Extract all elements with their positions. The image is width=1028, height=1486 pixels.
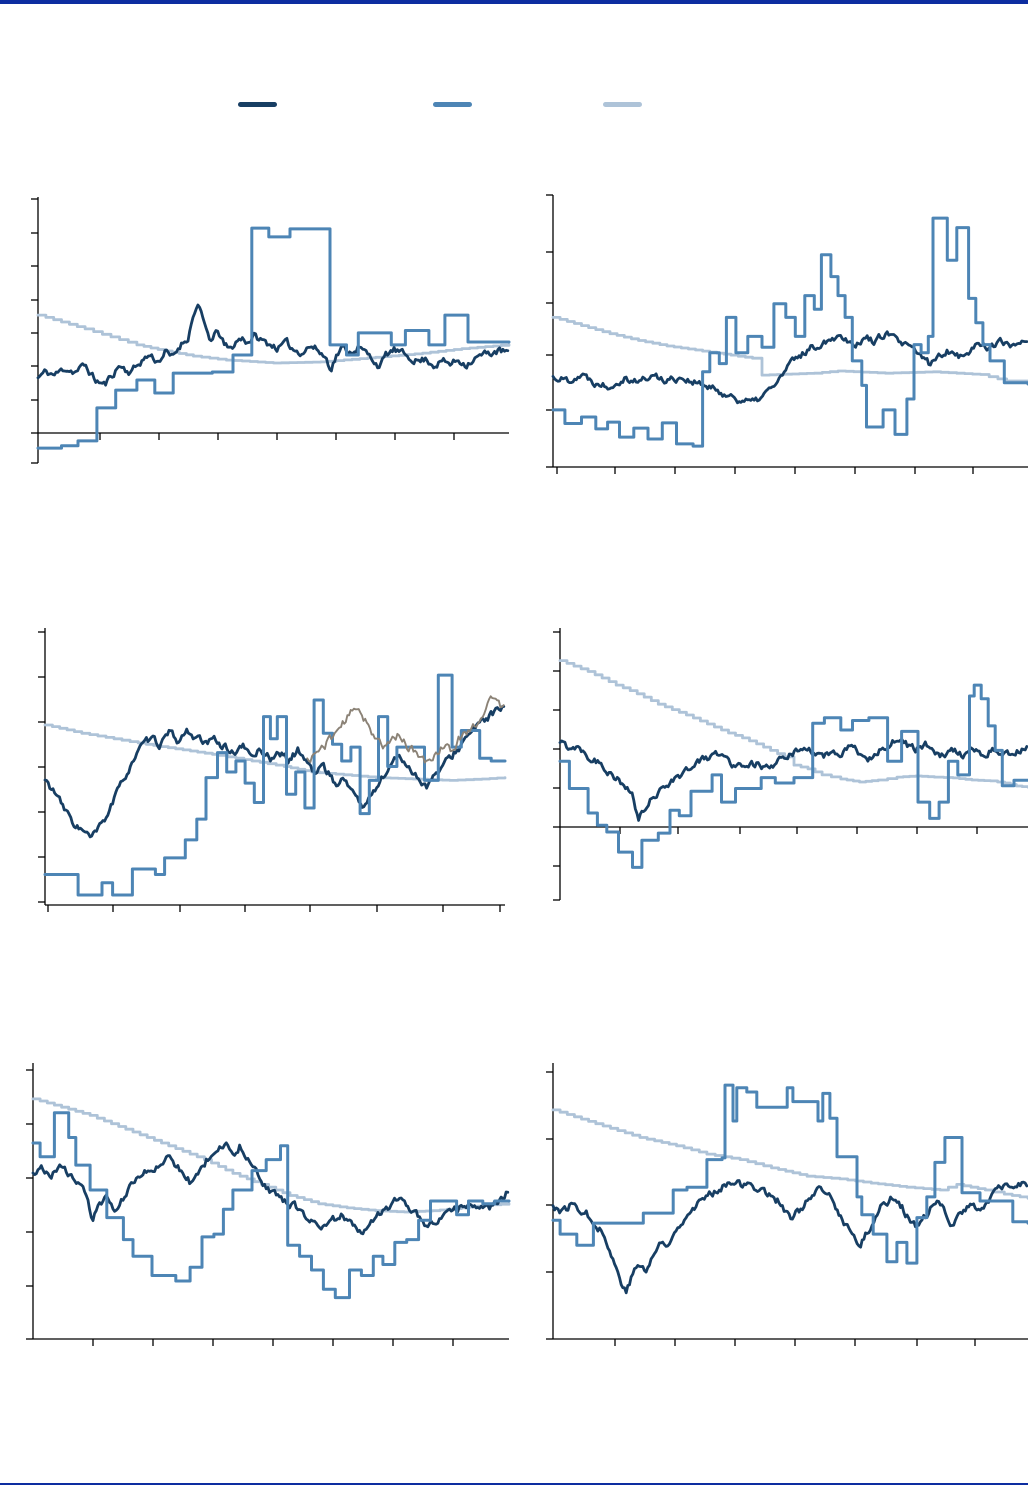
chart-legend [0,96,1028,112]
top-accent-bar [0,0,1028,4]
chart-bottom-right [546,1063,1028,1346]
series-medium-step-mid-right [558,683,1028,869]
legend-swatch-light-icon [603,101,642,107]
series-light-step-mid-right [558,659,1028,789]
series-medium-step-mid-left [43,673,507,897]
legend-item-light [603,96,650,112]
series-light-step-bottom-left [31,1097,511,1214]
axes-bottom-left [26,1063,509,1346]
legend-item-medium [433,96,480,112]
chart-top-left [31,197,511,464]
axes-top-left [31,197,509,464]
series-dark-noisy-mid-left [43,705,506,839]
legend-swatch-medium-icon [433,101,472,107]
series-dark-noisy-top-left [36,303,510,387]
series-dark-noisy-mid-right [558,738,1028,822]
series-medium-step-top-right [551,216,1028,448]
chart-bottom-left [26,1063,511,1346]
chart-mid-right [553,628,1028,901]
axes-mid-right [553,628,1028,901]
series-dark-noisy-bottom-right [551,1179,1028,1295]
chart-top-right [546,194,1028,474]
series-medium-step-top-left [36,226,511,450]
series-medium-step-bottom-right [551,1083,1028,1265]
legend-item-dark [238,96,285,112]
footer-rule [0,1483,1028,1485]
axes-mid-left [38,628,505,912]
series-dark-noisy-bottom-left [31,1141,510,1236]
series-dark-noisy-top-right [551,330,1028,405]
series-light-step-top-left [36,313,511,365]
axes-top-right [546,194,1028,474]
series-gray-noisy-mid-left [306,695,505,764]
chart-mid-left [38,628,507,912]
series-medium-step-bottom-left [31,1111,511,1300]
series-light-step-top-right [551,316,1028,383]
series-light-step-bottom-right [551,1108,1028,1200]
legend-swatch-dark-icon [238,101,277,107]
